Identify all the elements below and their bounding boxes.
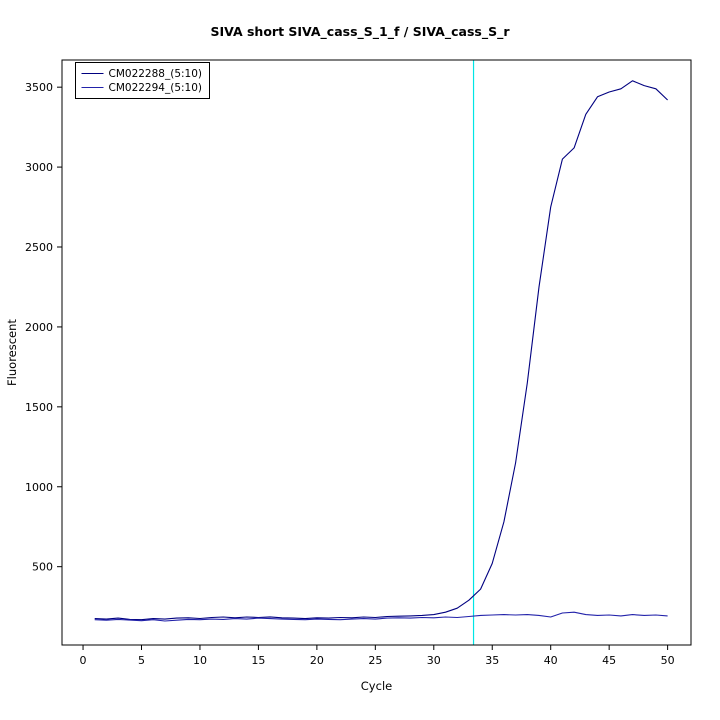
legend-label: CM022294_(5:10) <box>109 82 203 94</box>
legend-label: CM022288_(5:10) <box>109 68 203 80</box>
x-tick-label: 10 <box>193 654 207 667</box>
x-axis-label: Cycle <box>361 679 392 693</box>
series-line-1 <box>94 611 668 622</box>
x-tick-label: 45 <box>602 654 616 667</box>
x-tick-label: 40 <box>544 654 558 667</box>
y-tick-label: 1500 <box>25 401 53 414</box>
y-tick-label: 3500 <box>25 81 53 94</box>
y-tick-label: 2500 <box>25 241 53 254</box>
x-tick-label: 30 <box>427 654 441 667</box>
chart-title: SIVA short SIVA_cass_S_1_f / SIVA_cass_S… <box>210 24 510 39</box>
y-tick-label: 500 <box>32 561 53 574</box>
x-tick-label: 35 <box>485 654 499 667</box>
y-axis-label: Fluorescent <box>5 319 19 386</box>
y-tick-label: 1000 <box>25 481 53 494</box>
series-line-0 <box>94 80 668 621</box>
y-tick-label: 2000 <box>25 321 53 334</box>
x-tick-label: 50 <box>661 654 675 667</box>
plot-box <box>61 59 692 646</box>
y-tick-label: 3000 <box>25 161 53 174</box>
legend-box <box>75 62 210 99</box>
x-tick-label: 15 <box>251 654 265 667</box>
x-tick-label: 25 <box>368 654 382 667</box>
x-tick-label: 0 <box>80 654 87 667</box>
x-tick-label: 20 <box>310 654 324 667</box>
x-tick-label: 5 <box>138 654 145 667</box>
